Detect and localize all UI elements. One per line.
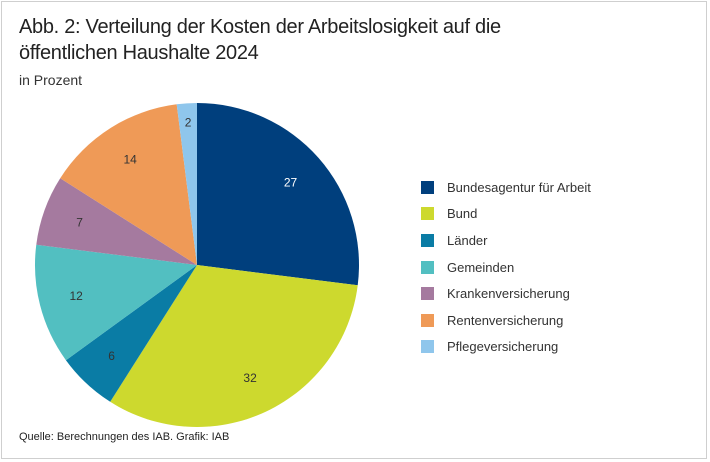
legend-item: Bund bbox=[421, 201, 591, 228]
legend-item: Gemeinden bbox=[421, 254, 591, 281]
data-label: 2 bbox=[185, 116, 192, 130]
pie-slice-2 bbox=[65, 265, 198, 402]
source-note: Quelle: Berechnungen des IAB. Grafik: IA… bbox=[19, 431, 230, 443]
legend-swatch bbox=[421, 260, 434, 274]
data-label: 14 bbox=[123, 153, 137, 167]
pie-slice-0 bbox=[197, 103, 359, 286]
legend-item: Länder bbox=[421, 227, 591, 254]
pie-slice-5 bbox=[60, 104, 198, 265]
legend-swatch bbox=[421, 313, 434, 327]
data-label: 12 bbox=[69, 289, 83, 303]
legend-swatch bbox=[421, 287, 434, 301]
pie-slice-4 bbox=[36, 178, 197, 265]
chart-subtitle: in Prozent bbox=[19, 72, 83, 88]
legend-swatch bbox=[421, 180, 434, 194]
pie-slice-3 bbox=[35, 244, 198, 361]
legend-label: Rentenversicherung bbox=[447, 312, 564, 328]
legend-swatch bbox=[421, 340, 434, 354]
chart-title: Abb. 2: Verteilung der Kosten der Arbeit… bbox=[19, 16, 501, 64]
data-label: 7 bbox=[76, 216, 83, 230]
legend-swatch bbox=[421, 233, 434, 247]
legend-item: Krankenversicherung bbox=[421, 280, 591, 307]
legend: Bundesagentur für Arbeit Bund Länder Gemein… bbox=[421, 174, 591, 360]
legend-label: Bund bbox=[447, 206, 478, 222]
legend-item: Bundesagentur für Arbeit bbox=[421, 174, 591, 201]
legend-label: Länder bbox=[447, 232, 488, 248]
legend-item: Rentenversicherung bbox=[421, 307, 591, 334]
pie-slice-1 bbox=[110, 265, 358, 428]
data-label: 32 bbox=[243, 371, 257, 385]
data-label: 27 bbox=[284, 176, 298, 190]
legend-label: Krankenversicherung bbox=[447, 286, 570, 302]
data-label: 6 bbox=[108, 349, 115, 363]
legend-label: Gemeinden bbox=[447, 259, 515, 275]
legend-label: Pflegeversicherung bbox=[447, 339, 559, 355]
legend-item: Pflegeversicherung bbox=[421, 334, 591, 361]
legend-swatch bbox=[421, 207, 434, 221]
legend-label: Bundesagentur für Arbeit bbox=[447, 179, 591, 195]
pie-slice-6 bbox=[176, 103, 197, 265]
